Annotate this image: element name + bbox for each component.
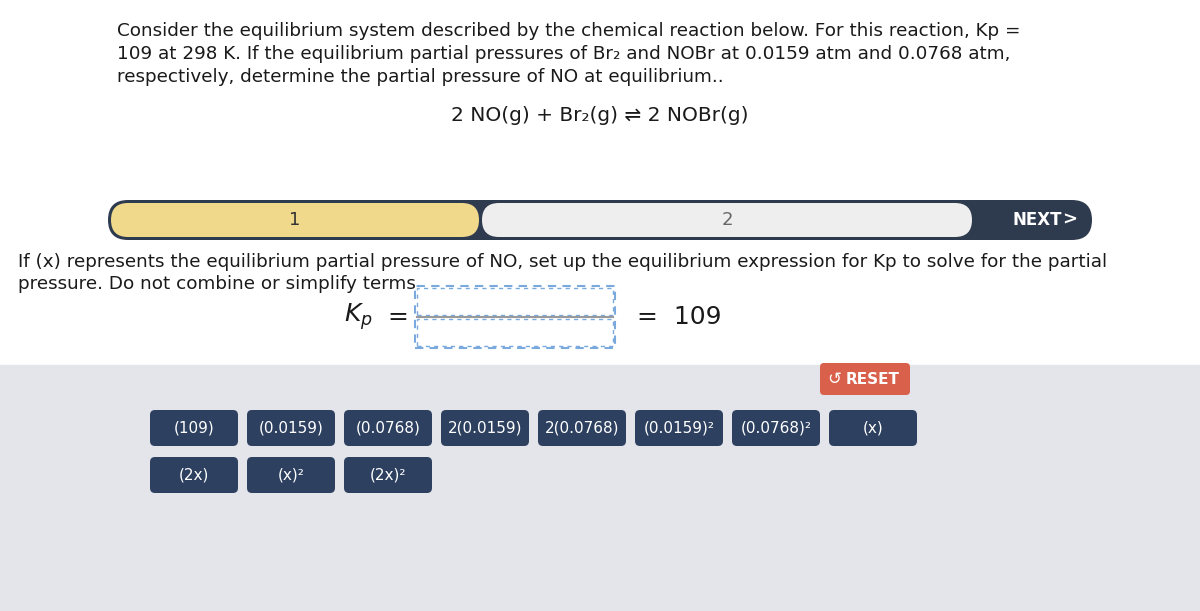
Text: (x)²: (x)²	[277, 467, 305, 483]
FancyBboxPatch shape	[150, 410, 238, 446]
Text: pressure. Do not combine or simplify terms..: pressure. Do not combine or simplify ter…	[18, 275, 427, 293]
FancyBboxPatch shape	[108, 200, 1092, 240]
Text: 109 at 298 K. If the equilibrium partial pressures of Br₂ and NOBr at 0.0159 atm: 109 at 298 K. If the equilibrium partial…	[118, 45, 1010, 63]
Text: >: >	[1062, 211, 1078, 229]
Text: (0.0159): (0.0159)	[258, 420, 324, 436]
FancyBboxPatch shape	[344, 457, 432, 493]
Text: (2x)²: (2x)²	[370, 467, 407, 483]
Text: =  109: = 109	[637, 305, 721, 329]
FancyBboxPatch shape	[344, 410, 432, 446]
Text: (x): (x)	[863, 420, 883, 436]
Bar	[0, 0, 1200, 365]
Text: NEXT: NEXT	[1013, 211, 1062, 229]
Text: $K_p$: $K_p$	[343, 302, 372, 332]
Text: ↺: ↺	[827, 370, 841, 388]
Text: =: =	[388, 305, 408, 329]
Text: (0.0768): (0.0768)	[355, 420, 420, 436]
FancyBboxPatch shape	[482, 203, 972, 237]
Bar	[0, 365, 1200, 611]
Text: (2x): (2x)	[179, 467, 209, 483]
FancyBboxPatch shape	[112, 203, 479, 237]
Text: 1: 1	[289, 211, 301, 229]
Text: 2(0.0159): 2(0.0159)	[448, 420, 522, 436]
FancyBboxPatch shape	[538, 410, 626, 446]
FancyBboxPatch shape	[635, 410, 722, 446]
Text: 2 NO(g) + Br₂(g) ⇌ 2 NOBr(g): 2 NO(g) + Br₂(g) ⇌ 2 NOBr(g)	[451, 106, 749, 125]
FancyBboxPatch shape	[820, 363, 910, 395]
Text: Consider the equilibrium system described by the chemical reaction below. For th: Consider the equilibrium system describe…	[118, 22, 1020, 40]
FancyBboxPatch shape	[732, 410, 820, 446]
Text: (109): (109)	[174, 420, 215, 436]
Text: (0.0768)²: (0.0768)²	[740, 420, 811, 436]
FancyBboxPatch shape	[247, 457, 335, 493]
FancyBboxPatch shape	[247, 410, 335, 446]
FancyBboxPatch shape	[442, 410, 529, 446]
Text: 2: 2	[721, 211, 733, 229]
FancyBboxPatch shape	[415, 286, 616, 348]
Text: 2(0.0768): 2(0.0768)	[545, 420, 619, 436]
Text: respectively, determine the partial pressure of NO at equilibrium..: respectively, determine the partial pres…	[118, 68, 724, 86]
Text: (0.0159)²: (0.0159)²	[643, 420, 714, 436]
FancyBboxPatch shape	[418, 319, 613, 346]
Text: If (x) represents the equilibrium partial pressure of NO, set up the equilibrium: If (x) represents the equilibrium partia…	[18, 253, 1108, 271]
FancyBboxPatch shape	[829, 410, 917, 446]
FancyBboxPatch shape	[150, 457, 238, 493]
Text: RESET: RESET	[846, 371, 900, 387]
FancyBboxPatch shape	[418, 288, 613, 315]
